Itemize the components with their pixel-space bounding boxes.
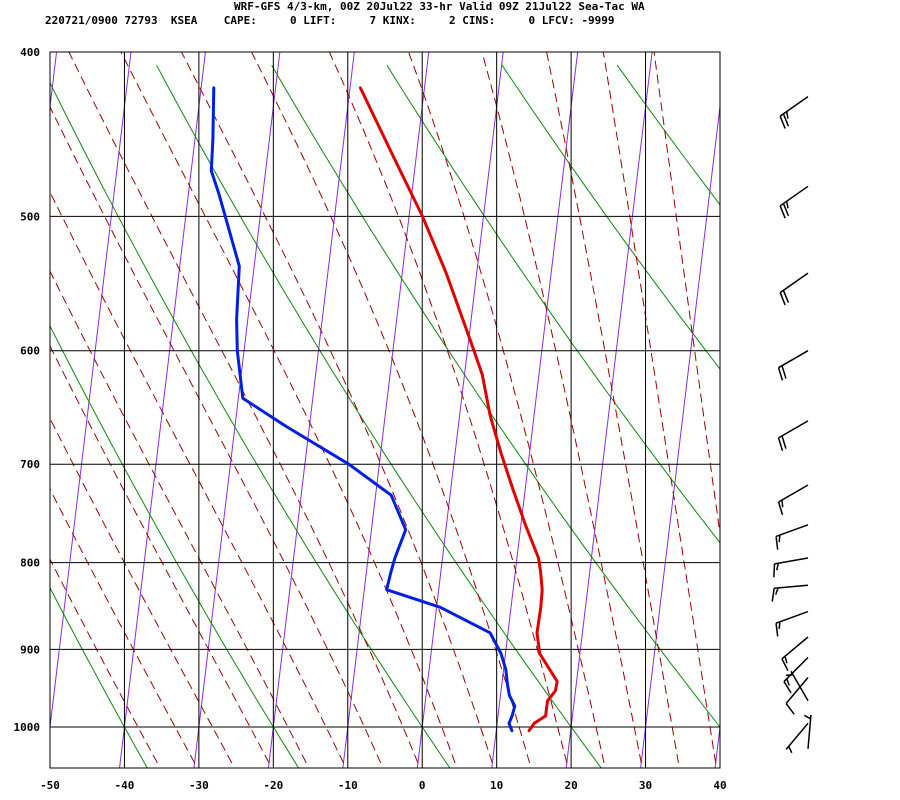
wind-barb <box>779 185 809 219</box>
isotherm-line <box>491 52 579 768</box>
moist-adiabat-line <box>653 52 720 537</box>
dewpoint-profile-line <box>209 86 517 733</box>
isotherm-line <box>640 102 720 768</box>
dry-adiabat-line <box>501 64 720 370</box>
moist-adiabat-line <box>602 52 717 763</box>
x-tick-label: -40 <box>115 779 135 792</box>
grid <box>49 51 721 769</box>
wind-barb <box>779 96 809 129</box>
moist-adiabat-line <box>68 52 419 764</box>
dry-adiabat-line <box>271 64 720 728</box>
wind-barb <box>783 656 809 694</box>
x-tick-label: 10 <box>490 779 503 792</box>
isotherm-line <box>119 52 206 768</box>
moist-adiabat-line <box>50 105 382 764</box>
dry-adiabat-line <box>156 64 602 768</box>
wind-barb <box>775 524 809 550</box>
moist-adiabat-line <box>50 344 270 764</box>
x-tick-label: -50 <box>40 779 60 792</box>
dry-adiabat-line <box>386 64 720 544</box>
wind-barb <box>777 484 809 515</box>
x-tick-label: 0 <box>419 779 426 792</box>
wind-barb <box>785 677 809 715</box>
plot-frame <box>49 51 721 769</box>
background-lines <box>50 52 900 768</box>
y-tick-label: 800 <box>20 557 40 570</box>
wind-barbs <box>771 96 812 754</box>
y-tick-label: 400 <box>20 46 40 59</box>
isotherm-line <box>267 52 355 768</box>
chart-title: WRF-GFS 4/3-km, 00Z 20Jul22 33-hr Valid … <box>234 0 645 13</box>
isotherm-line <box>50 52 58 111</box>
wind-barb <box>777 420 809 451</box>
x-tick-label: 20 <box>564 779 577 792</box>
isotherm-line <box>864 52 900 768</box>
moist-adiabat-line <box>481 52 642 763</box>
moist-adiabat-line <box>50 558 158 764</box>
wind-barb <box>771 584 809 602</box>
isotherm-line <box>342 52 430 768</box>
moist-adiabat-line <box>408 52 605 764</box>
isotherm-line <box>193 52 281 768</box>
wind-barb <box>804 714 812 749</box>
wind-barb <box>777 350 809 381</box>
x-tick-label: 30 <box>639 779 652 792</box>
x-tick-label: -20 <box>263 779 283 792</box>
isotherm-line <box>565 52 653 768</box>
dry-adiabat-line <box>50 81 451 768</box>
wind-barb <box>785 670 809 702</box>
wind-barb <box>775 610 809 637</box>
wind-barb <box>785 722 809 754</box>
moist-adiabat-line <box>251 52 531 764</box>
x-tick-label: 40 <box>713 779 726 792</box>
moist-adiabat-line <box>328 52 568 764</box>
y-tick-label: 900 <box>20 643 40 656</box>
dry-adiabat-line <box>732 65 900 768</box>
moist-adiabat-line <box>50 190 344 764</box>
temperature-profile-line <box>358 86 559 733</box>
dry-adiabat-line <box>848 65 900 768</box>
isotherm-line <box>790 52 876 768</box>
y-tick-label: 1000 <box>14 721 41 734</box>
wind-barb <box>773 557 809 578</box>
x-tick-label: -10 <box>338 779 358 792</box>
wind-barb <box>779 272 809 306</box>
chart-subtitle-indices: 220721/0900 72793 KSEA CAPE: 0 LIFT: 7 K… <box>45 14 615 27</box>
moist-adiabat-line <box>181 52 493 764</box>
isotherm-line <box>50 52 132 732</box>
moist-adiabat-line <box>50 417 233 764</box>
isotherm-line <box>714 722 720 768</box>
y-tick-label: 500 <box>20 210 40 223</box>
sounding-profiles <box>209 86 559 733</box>
moist-adiabat-line <box>120 52 456 764</box>
wind-barb <box>781 636 809 672</box>
moist-adiabat-line <box>50 270 307 764</box>
y-tick-label: 600 <box>20 345 40 358</box>
dry-adiabat-line <box>50 324 300 768</box>
x-tick-label: -30 <box>189 779 209 792</box>
dry-adiabat-line <box>616 64 720 206</box>
y-tick-label: 700 <box>20 458 40 471</box>
isotherm-line <box>416 52 504 768</box>
axis-ticks: -50 -40 -30 -20 -10 0 10 20 30 40 400 500 600 700 800 9… <box>14 46 727 792</box>
dry-adiabat-line <box>50 586 148 768</box>
